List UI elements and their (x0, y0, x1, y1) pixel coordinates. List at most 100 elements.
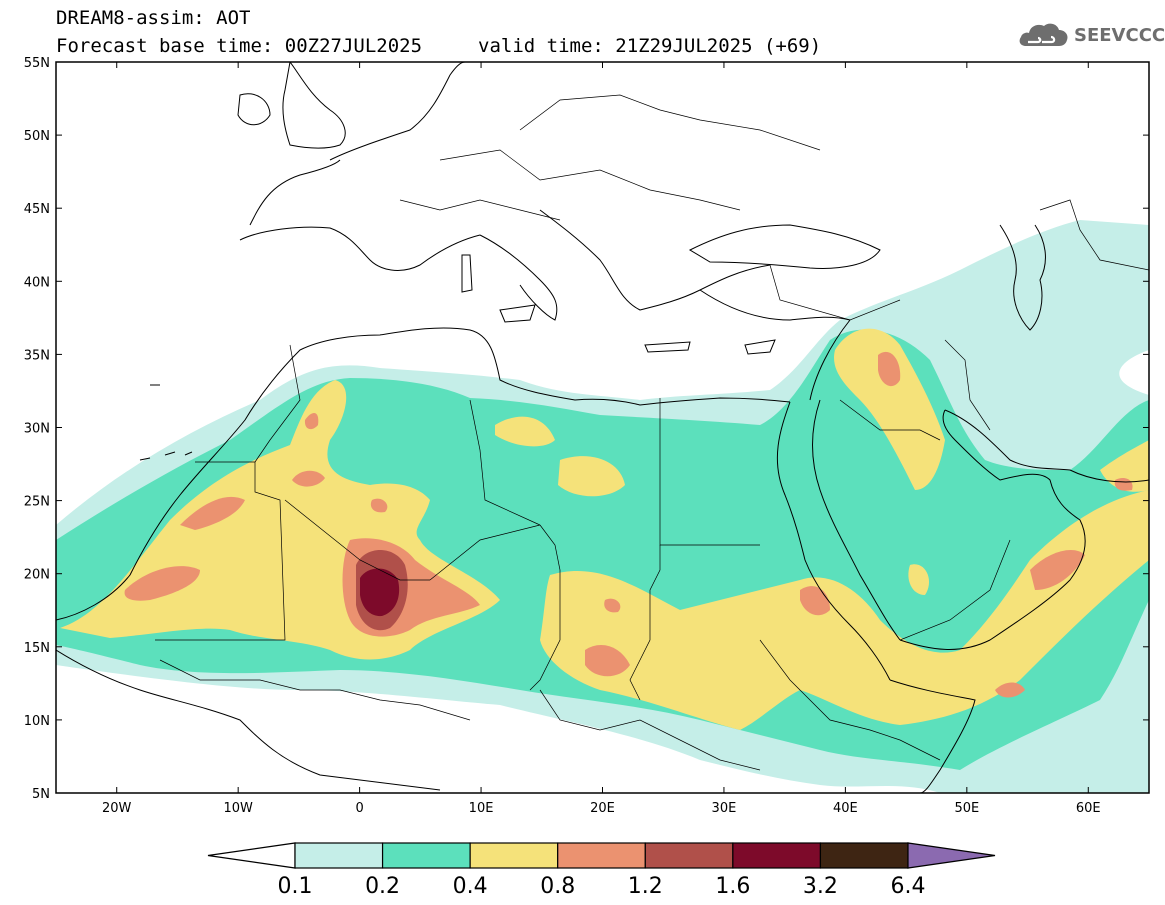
black-sea-coast (688, 224, 881, 269)
lat-label: 35N (24, 348, 50, 363)
colorbar: 0.1 0.2 0.4 0.8 1.2 1.6 3.2 6.4 (207, 842, 996, 899)
lat-label: 30N (24, 422, 50, 437)
forecast-base-time: Forecast base time: 00Z27JUL2025 (56, 35, 423, 57)
crete (644, 341, 691, 353)
lat-label: 10N (24, 714, 50, 729)
colorbar-label: 0.8 (540, 874, 575, 899)
aot-contour-0.8-mauritania (124, 566, 200, 601)
colorbar-label: 3.2 (803, 874, 838, 899)
arabia-coast (899, 409, 1086, 650)
longitude-axis: 20W 10W 0 10E 20E 30E 40E 50E 60E (102, 62, 1101, 816)
aot-contour-0.4-arabia (908, 564, 930, 595)
aot-contour-0.8-gulf (1114, 478, 1133, 491)
colorbar-label: 0.2 (365, 874, 400, 899)
border-mauritania-mali (155, 461, 286, 641)
lon-label: 0 (355, 801, 363, 816)
lat-label: 50N (24, 129, 50, 144)
aot-contour-0.4-libya (495, 416, 555, 447)
europe-west-coast (329, 62, 466, 161)
canary-islands (139, 384, 193, 461)
border-sudan (629, 545, 661, 701)
red-sea-coast-arabia (812, 399, 901, 641)
lat-label: 25N (24, 495, 50, 510)
gulf-of-guinea-coast (56, 649, 441, 791)
colorbar-box (557, 842, 646, 869)
colorbar-label: 1.2 (628, 874, 663, 899)
cyprus (744, 339, 776, 355)
coastlines (56, 62, 1149, 793)
lon-label: 10E (469, 801, 494, 816)
bay-of-biscay-coast (249, 159, 341, 226)
border-saudi-iraq (839, 399, 941, 441)
lon-label: 40E (833, 801, 858, 816)
caspian-coast (999, 224, 1046, 331)
border-niger (429, 524, 541, 581)
lat-label: 40N (24, 275, 50, 290)
aot-contour-0.8-ethiopia (800, 586, 830, 616)
ireland-coast (237, 93, 271, 126)
border-europe-2 (399, 199, 561, 221)
horn-of-africa-coast (889, 679, 976, 793)
aot-contour-0.8-niger (370, 498, 388, 513)
valid-time: valid time: 21Z29JUL2025 (+69) (478, 35, 822, 57)
lat-label: 5N (32, 787, 50, 802)
colorbar-box (819, 842, 909, 869)
lon-label: 20E (590, 801, 615, 816)
colorbar-label: 0.4 (453, 874, 488, 899)
colorbar-min-triangle (207, 842, 296, 869)
colorbar-box (469, 842, 559, 869)
border-ethiopia (759, 639, 941, 761)
border-libya-west (469, 399, 541, 526)
aot-field (56, 220, 1149, 793)
border-west-africa (159, 659, 471, 721)
lat-label: 55N (24, 56, 50, 71)
lat-label: 45N (24, 202, 50, 217)
colorbar-max-triangle (907, 842, 996, 869)
africa-coastline (56, 327, 791, 621)
lon-label: 60E (1076, 801, 1101, 816)
political-borders (155, 94, 1149, 771)
balkans-coast (539, 209, 771, 311)
aot-contour-0.8-westsahara (180, 496, 245, 530)
aot-contour-0.8-chad (604, 598, 621, 613)
border-europe-1 (439, 149, 741, 211)
aot-contour-0.8-algeria (292, 470, 325, 487)
colorbar-box (381, 842, 471, 869)
seevccc-logo: SEEVCCC (1018, 20, 1165, 50)
persian-gulf-coast (944, 409, 1149, 483)
colorbar-label: 6.4 (891, 874, 926, 899)
logo-text: SEEVCCC (1074, 24, 1165, 46)
sicily (499, 304, 536, 323)
lat-label: 15N (24, 641, 50, 656)
aot-contour-0.8-iraq (878, 351, 901, 387)
lon-label: 30E (712, 801, 737, 816)
border-iran (944, 339, 991, 431)
colorbar-box (644, 842, 734, 869)
aot-contour-0.8-atlas (304, 413, 319, 430)
lon-label: 10W (223, 801, 253, 816)
aot-contour-0.8-oman (1030, 550, 1085, 590)
border-saudi-yemen (899, 539, 1011, 641)
latitude-axis: 55N 50N 45N 40N 35N 30N 25N 20N 15N 10N 5N (24, 56, 1149, 802)
colorbar-label: 1.6 (715, 874, 750, 899)
levant-coast (809, 319, 851, 401)
aot-contour-0.4-egypt (558, 456, 625, 497)
corsica-sardinia (461, 254, 473, 293)
colorbar-box (294, 842, 384, 869)
border-turkey (769, 264, 901, 321)
aot-contour-0.8-sudan (585, 645, 630, 677)
aot-contour-0.4-iraq (834, 328, 945, 490)
colorbar-label: 0.1 (278, 874, 313, 899)
aot-contour-0.4-chad (540, 490, 1149, 730)
aot-contour-0.8-yemen (995, 682, 1025, 698)
italy-coast (479, 234, 558, 321)
border-central-asia (1039, 199, 1149, 271)
iberia-coast (239, 226, 481, 271)
border-europe-3 (519, 94, 821, 151)
aot-contour-1.6 (360, 568, 400, 617)
border-morocco-algeria (254, 344, 301, 463)
lat-label: 20N (24, 568, 50, 583)
anatolia-coast (699, 289, 851, 321)
colorbar-box (732, 842, 822, 869)
